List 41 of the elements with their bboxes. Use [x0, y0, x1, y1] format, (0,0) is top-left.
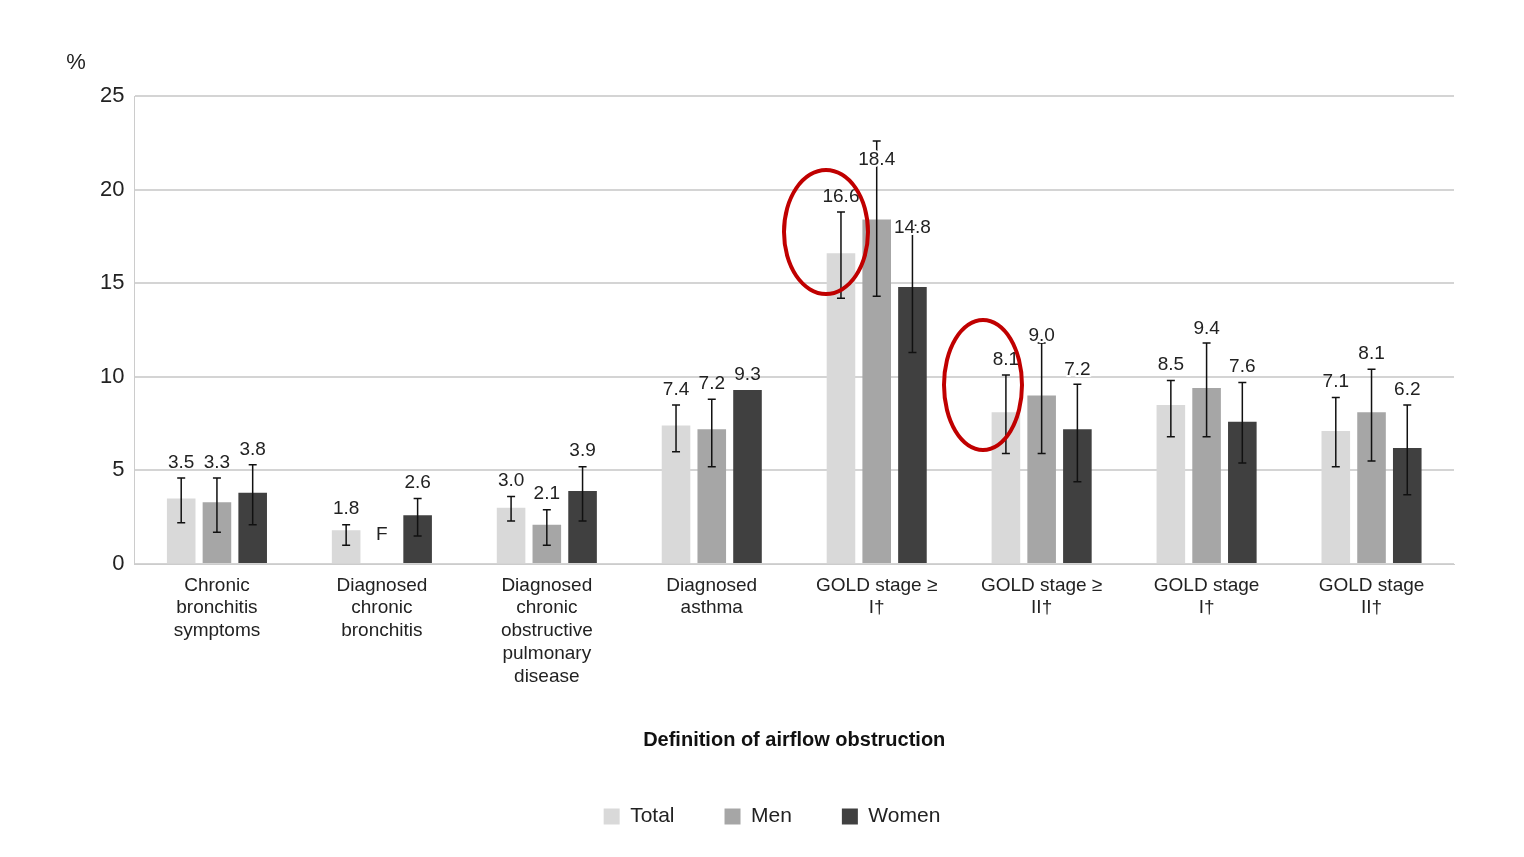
data-label: 9.4 — [1193, 316, 1221, 338]
y-tick-label: 15 — [99, 269, 125, 295]
data-label: 3.9 — [569, 439, 596, 461]
data-label: 2.6 — [404, 471, 431, 493]
x-tick-label: Diagnosed asthma — [666, 573, 758, 618]
x-axis-title: Definition of airflow obstruction — [643, 727, 946, 750]
y-tick-label: 0 — [112, 550, 125, 576]
data-label: 3.5 — [167, 450, 195, 472]
data-label: 8.5 — [1157, 353, 1185, 375]
x-tick-label: Diagnosed chronic obstructive pulmonary disease — [500, 573, 593, 686]
x-tick-label: GOLD stage I† — [1153, 573, 1260, 618]
data-label: 3.8 — [239, 437, 266, 459]
x-tick-label: GOLD stage ≥ I† — [816, 573, 938, 618]
legend-label: Women — [868, 803, 941, 827]
data-label: 7.2 — [1064, 357, 1091, 379]
x-tick-label: Chronic bronchitis symptoms — [173, 573, 261, 641]
data-label: 6.2 — [1394, 377, 1421, 399]
data-label: 9.3 — [734, 362, 761, 384]
text: F — [376, 522, 388, 544]
data-label: 14.8 — [893, 215, 931, 237]
x-tick-label: Diagnosed chronic bronchitis — [336, 573, 428, 641]
data-label: 7.6 — [1229, 355, 1256, 377]
y-tick-label: 20 — [99, 175, 125, 201]
y-tick-label: 5 — [112, 456, 125, 482]
legend-label: Men — [751, 803, 792, 827]
y-axis-title: % — [66, 49, 86, 75]
y-tick-label: 10 — [99, 362, 125, 388]
data-label: 1.8 — [332, 497, 360, 519]
x-tick-label: GOLD stage II† — [1318, 573, 1425, 618]
data-label: 8.1 — [1358, 342, 1385, 364]
data-label: 2.1 — [533, 482, 561, 504]
y-tick-label: 25 — [99, 82, 125, 108]
data-label: 7.1 — [1322, 370, 1349, 392]
data-label: 7.2 — [698, 372, 725, 393]
legend-label: Total — [630, 803, 675, 827]
data-label: 3.3 — [203, 450, 231, 472]
data-label: 16.6 — [822, 184, 860, 206]
data-label: 7.4 — [662, 377, 690, 399]
data-label: 3.0 — [497, 469, 525, 491]
data-label: 9.0 — [1028, 324, 1055, 346]
x-tick-label: GOLD stage ≥ II† — [980, 573, 1103, 618]
